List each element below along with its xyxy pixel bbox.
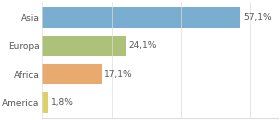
Bar [42, 36, 126, 56]
Text: 24,1%: 24,1% [129, 41, 157, 50]
Text: 17,1%: 17,1% [104, 70, 133, 79]
Bar [42, 64, 102, 84]
Text: 1,8%: 1,8% [51, 98, 74, 107]
Text: 57,1%: 57,1% [243, 13, 272, 22]
Bar [42, 7, 240, 28]
Bar [42, 92, 48, 113]
